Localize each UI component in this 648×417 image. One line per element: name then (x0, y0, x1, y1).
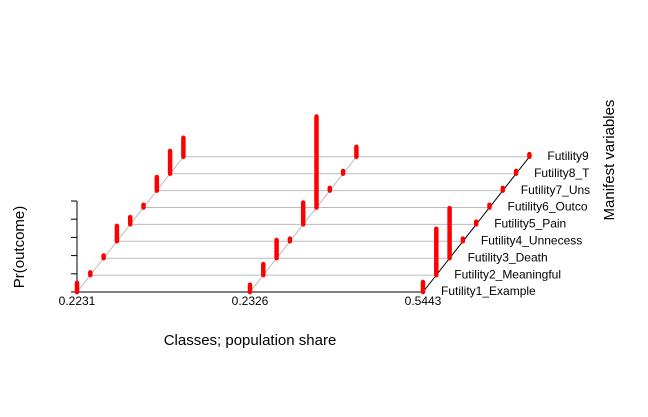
x-tick-label: 0.2326 (232, 294, 269, 308)
row-label: Futility5_Pain (494, 217, 566, 231)
row-label: Futility3_Death (468, 250, 548, 264)
row-label: Futility6_Outco (508, 200, 588, 214)
x-tick-label: 0.2231 (59, 294, 96, 308)
x-axis-label: Classes; population share (164, 332, 337, 349)
row-label: Futility8_T (534, 166, 590, 180)
row-label: Futility7_Uns (521, 183, 590, 197)
z-axis-label: Manifest variables (601, 100, 618, 221)
x-tick-label: 0.5443 (405, 294, 442, 308)
row-label: Futility9 (547, 149, 589, 163)
y-axis-label: Pr(outcome) (11, 206, 28, 289)
row-label: Futility4_Unnecess (481, 233, 582, 247)
row-label: Futility1_Example (441, 284, 536, 298)
row-label: Futility2_Meaningful (454, 267, 561, 281)
